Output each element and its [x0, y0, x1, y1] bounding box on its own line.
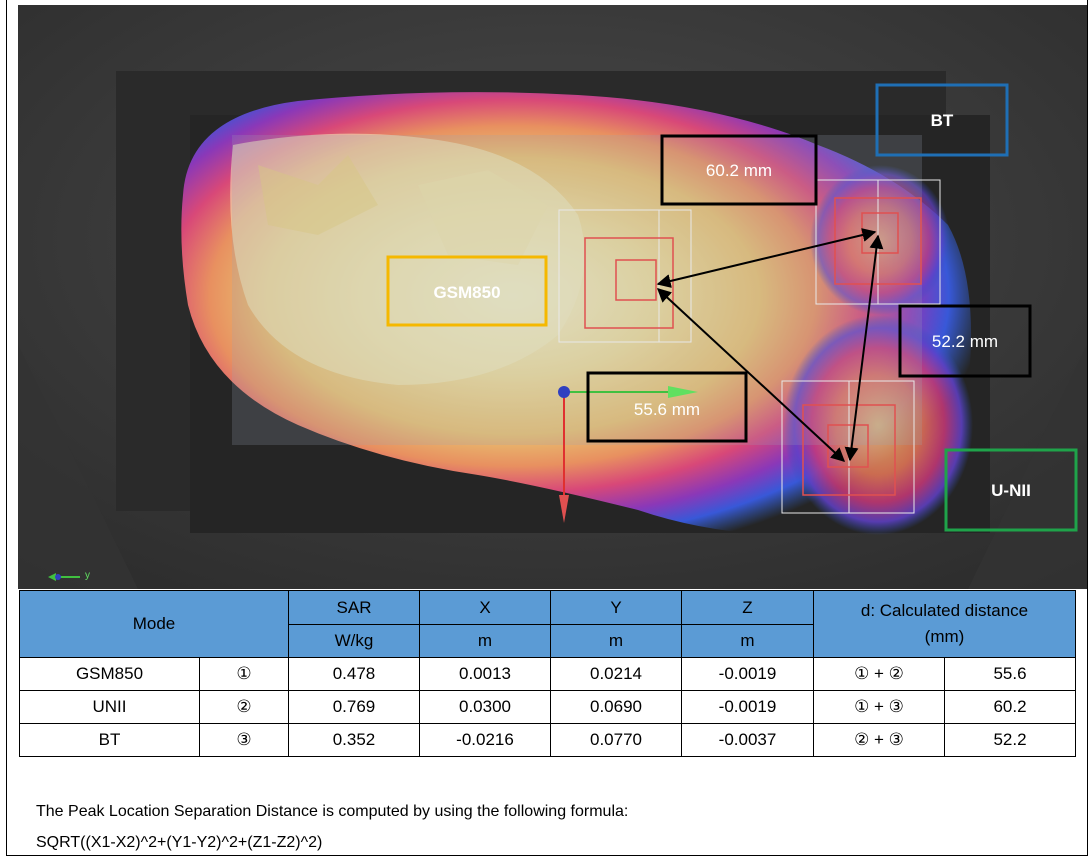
cell-z: -0.0019 — [681, 690, 814, 724]
sar-3d-viewport[interactable]: GSM850 BT U-NII 60.2 mm 52.2 mm 55.6 mm … — [18, 5, 1087, 589]
arrow-gsm-unii — [656, 288, 846, 462]
formula-text: SQRT((X1-X2)^2+(Y1-Y2)^2+(Z1-Z2)^2) — [36, 834, 323, 851]
distance-12-box: 55.6 mm — [586, 371, 748, 443]
cell-sar: 0.352 — [288, 723, 420, 757]
header-sar: SAR — [288, 590, 420, 625]
distance-13-box: 60.2 mm — [660, 134, 818, 206]
cell-sar: 0.478 — [288, 657, 420, 691]
header-distance-unit: (mm) — [924, 627, 965, 646]
header-z-unit: m — [681, 624, 814, 658]
cell-mode: BT — [19, 723, 200, 757]
gsm850-label: GSM850 — [433, 283, 500, 302]
orientation-gizmo-icon: y — [48, 570, 90, 581]
cell-mode: UNII — [19, 690, 200, 724]
header-y: Y — [550, 590, 682, 625]
cell-z: -0.0037 — [681, 723, 814, 757]
cell-index: ② — [199, 690, 289, 724]
cell-x: 0.0300 — [419, 690, 551, 724]
header-mode: Mode — [19, 590, 289, 658]
arrow-bt-unii — [844, 234, 884, 462]
cell-index: ③ — [199, 723, 289, 757]
cell-distance: 52.2 — [944, 723, 1076, 757]
cell-distance: 60.2 — [944, 690, 1076, 724]
cell-x: -0.0216 — [419, 723, 551, 757]
cell-y: 0.0690 — [550, 690, 682, 724]
distance-12-label: 55.6 mm — [634, 400, 700, 419]
unii-label-box: U-NII — [944, 448, 1078, 532]
gsm850-label-box: GSM850 — [386, 255, 548, 327]
cell-mode: GSM850 — [19, 657, 200, 691]
page-frame — [6, 0, 1088, 856]
header-y-unit: m — [550, 624, 682, 658]
arrow-gsm-bt — [656, 228, 877, 288]
unii-label: U-NII — [991, 481, 1031, 500]
table-row: UNII ② 0.769 0.0300 0.0690 -0.0019 ① + ③… — [19, 690, 1076, 724]
cell-pair: ① + ③ — [813, 690, 945, 724]
header-distance-title: d: Calculated distance — [860, 601, 1029, 620]
header-z: Z — [681, 590, 814, 625]
header-distance: d: Calculated distance (mm) — [813, 590, 1076, 658]
distance-13-label: 60.2 mm — [706, 161, 772, 180]
axis-y-label: y — [85, 570, 90, 581]
header-sar-unit: W/kg — [288, 624, 420, 658]
cell-index: ① — [199, 657, 289, 691]
table-row: GSM850 ① 0.478 0.0013 0.0214 -0.0019 ① +… — [19, 657, 1076, 691]
header-x-unit: m — [419, 624, 551, 658]
cell-distance: 55.6 — [944, 657, 1076, 691]
formula-description: The Peak Location Separation Distance is… — [36, 803, 629, 820]
cell-sar: 0.769 — [288, 690, 420, 724]
cell-y: 0.0214 — [550, 657, 682, 691]
device-panel — [232, 135, 922, 445]
cell-z: -0.0019 — [681, 657, 814, 691]
header-x: X — [419, 590, 551, 625]
cell-pair: ① + ② — [813, 657, 945, 691]
cell-pair: ② + ③ — [813, 723, 945, 757]
distance-23-box: 52.2 mm — [898, 304, 1032, 378]
sar-results-table: Mode SAR X Y Z d: Calculated distance (m… — [19, 590, 1076, 757]
table-row: BT ③ 0.352 -0.0216 0.0770 -0.0037 ② + ③ … — [19, 723, 1076, 757]
distance-23-label: 52.2 mm — [932, 332, 998, 351]
cell-x: 0.0013 — [419, 657, 551, 691]
bt-label: BT — [931, 111, 954, 130]
bt-label-box: BT — [875, 83, 1009, 157]
cell-y: 0.0770 — [550, 723, 682, 757]
